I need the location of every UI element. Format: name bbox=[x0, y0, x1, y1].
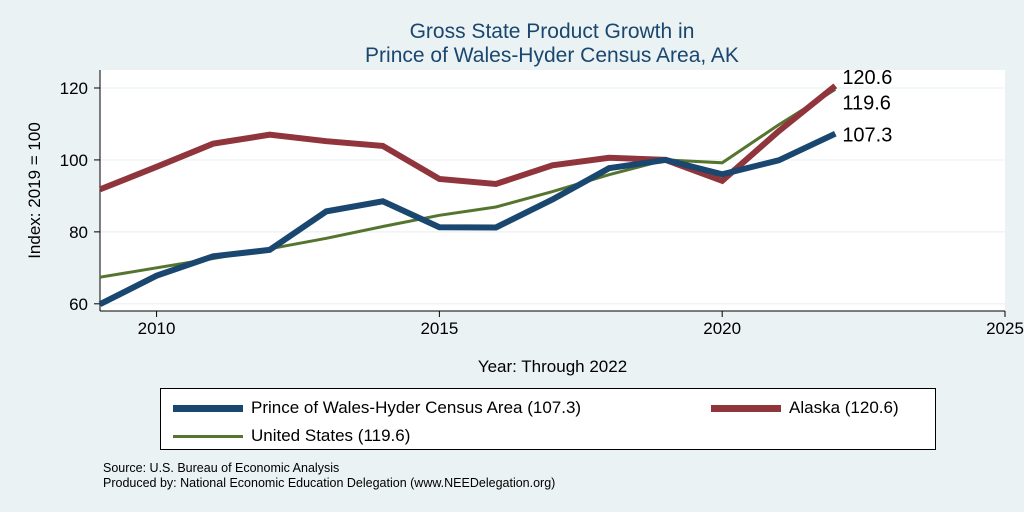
chart-title-line-1: Gross State Product Growth in bbox=[409, 20, 695, 43]
legend-swatch-prince-of-wales bbox=[173, 404, 243, 412]
end-label-prince-of-wales-hyder-census-area: 107.3 bbox=[842, 125, 892, 147]
source-note: Source: U.S. Bureau of Economic Analysis bbox=[103, 461, 340, 475]
legend-swatch-alaska bbox=[711, 404, 781, 412]
y-tick-label-60: 60 bbox=[69, 295, 88, 314]
legend-label-alaska: Alaska (120.6) bbox=[789, 398, 899, 417]
x-axis-title: Year: Through 2022 bbox=[478, 357, 627, 376]
legend: Prince of Wales-Hyder Census Area (107.3… bbox=[160, 388, 936, 450]
y-tick-label-120: 120 bbox=[60, 79, 88, 98]
y-axis-title: Index: 2019 = 100 bbox=[25, 122, 44, 259]
end-label-alaska: 120.6 bbox=[842, 67, 892, 89]
x-tick-label-2015: 2015 bbox=[420, 319, 458, 338]
chart-title-line-2: Prince of Wales-Hyder Census Area, AK bbox=[365, 44, 739, 67]
producer-note: Produced by: National Economic Education… bbox=[103, 476, 556, 490]
x-tick-label-2020: 2020 bbox=[703, 319, 741, 338]
legend-item-united-states: United States (119.6) bbox=[173, 425, 410, 447]
end-label-united-states: 119.6 bbox=[842, 92, 891, 114]
legend-label-united-states: United States (119.6) bbox=[251, 426, 411, 445]
series-line-alaska bbox=[98, 83, 838, 193]
y-tick-label-100: 100 bbox=[60, 151, 88, 170]
x-tick-label-2025: 2025 bbox=[986, 319, 1024, 338]
legend-label-prince-of-wales: Prince of Wales-Hyder Census Area (107.3… bbox=[251, 398, 582, 417]
series-line-prince-of-wales-hyder-census-area bbox=[98, 130, 837, 307]
legend-swatch-united-states bbox=[173, 434, 243, 438]
legend-item-alaska: Alaska (120.6) bbox=[711, 397, 899, 419]
y-tick-label-80: 80 bbox=[69, 223, 88, 242]
x-tick-label-2010: 2010 bbox=[138, 319, 176, 338]
chart-svg: 60 80 100 120 2010 2015 2020 2025 Year: Through … bbox=[25, 67, 1024, 376]
legend-item-prince-of-wales: Prince of Wales-Hyder Census Area (107.3… bbox=[173, 397, 581, 419]
